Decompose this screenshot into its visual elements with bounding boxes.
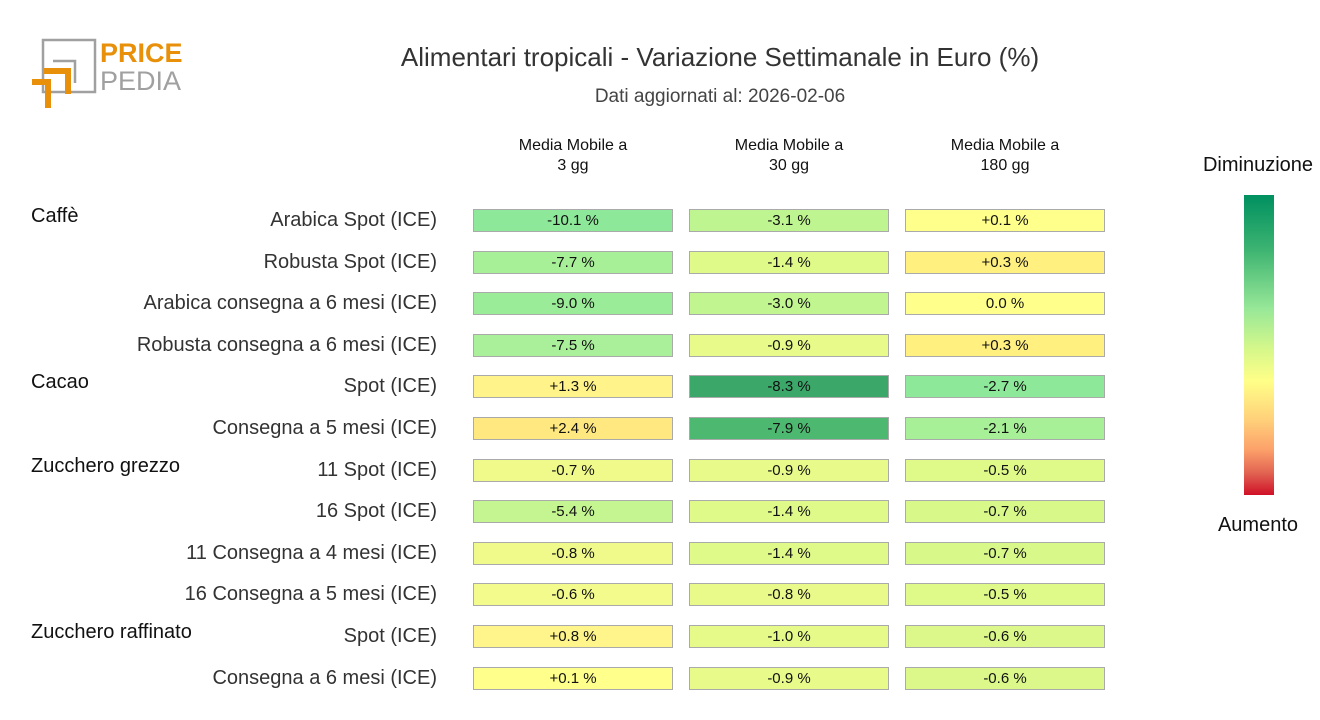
- heatmap-cell: -0.9 %: [689, 666, 889, 690]
- group-label: Cacao: [31, 371, 89, 394]
- heatmap-cell: -3.0 %: [689, 292, 889, 316]
- column-header: Media Mobile a 180 gg: [950, 137, 1060, 174]
- group-label: Zucchero raffinato: [31, 621, 192, 643]
- heatmap-cell: -0.5 %: [905, 458, 1105, 482]
- heatmap-cell: -1.4 %: [689, 541, 889, 565]
- row-label: 16 Consegna a 5 mesi (ICE): [184, 583, 437, 606]
- row-label: Spot (ICE): [343, 625, 437, 647]
- heatmap-cell: -0.6 %: [905, 666, 1105, 690]
- column-header: Media Mobile a 3 gg: [518, 137, 628, 174]
- column-header: Media Mobile a 30 gg: [734, 137, 844, 174]
- heatmap-cell: -9.0 %: [473, 292, 673, 316]
- heatmap-cell: -0.7 %: [905, 500, 1105, 524]
- heatmap-cell: -0.6 %: [905, 625, 1105, 648]
- legend-bottom-label: Aumento: [1217, 514, 1299, 536]
- heatmap-cell: 0.0 %: [905, 292, 1105, 316]
- group-label: Caffè: [31, 205, 79, 227]
- chart-subtitle: Dati aggiornati al: 2026-02-06: [594, 86, 846, 107]
- row-label: Consegna a 6 mesi (ICE): [212, 666, 437, 689]
- row-label: Arabica Spot (ICE): [270, 209, 437, 231]
- heatmap-cell: +0.3 %: [905, 333, 1105, 357]
- heatmap-cell: -7.7 %: [473, 250, 673, 274]
- heatmap-cell: -1.4 %: [689, 500, 889, 524]
- row-label: Consegna a 5 mesi (ICE): [212, 417, 437, 439]
- heatmap-cell: -0.9 %: [689, 458, 889, 482]
- logo-text-price: PRICE: [100, 38, 183, 68]
- heatmap-cell: -0.8 %: [473, 541, 673, 565]
- row-label: 16 Spot (ICE): [315, 500, 437, 523]
- heatmap-cell: +0.8 %: [473, 625, 673, 648]
- heatmap-cell: -7.9 %: [689, 417, 889, 440]
- heatmap-cell: -0.6 %: [473, 583, 673, 607]
- row-label: Spot (ICE): [343, 375, 437, 398]
- heatmap-cell: -0.7 %: [905, 541, 1105, 565]
- heatmap-cell: -1.4 %: [689, 250, 889, 274]
- row-label: 11 Consegna a 4 mesi (ICE): [186, 541, 437, 564]
- heatmap-cell: -2.7 %: [905, 375, 1105, 399]
- heatmap-cell: -0.9 %: [689, 333, 889, 357]
- logo-mark: [32, 38, 97, 108]
- heatmap-cell: +0.1 %: [905, 209, 1105, 232]
- group-label: Zucchero grezzo: [31, 454, 180, 477]
- row-label: Robusta consegna a 6 mesi (ICE): [136, 333, 437, 356]
- heatmap-cell: -5.4 %: [473, 500, 673, 524]
- heatmap-cell: -7.5 %: [473, 333, 673, 357]
- heatmap-cell: -3.1 %: [689, 209, 889, 232]
- heatmap-cell: -8.3 %: [689, 375, 889, 399]
- heatmap-cell: -0.7 %: [473, 458, 673, 482]
- heatmap-cell: -2.1 %: [905, 417, 1105, 440]
- row-label: Robusta Spot (ICE): [263, 250, 437, 273]
- row-label: Arabica consegna a 6 mesi (ICE): [143, 292, 437, 315]
- heatmap-cell: -1.0 %: [689, 625, 889, 648]
- heatmap-cell: -10.1 %: [473, 209, 673, 232]
- legend-top-label: Diminuzione: [1202, 154, 1314, 176]
- heatmap-cell: +0.3 %: [905, 250, 1105, 274]
- pricepedia-logo: PRICE PEDIA: [30, 38, 190, 110]
- legend-color-scale: [1244, 195, 1274, 495]
- heatmap-cell: +0.1 %: [473, 666, 673, 690]
- heatmap-cell: +2.4 %: [473, 417, 673, 440]
- heatmap-cell: -0.8 %: [689, 583, 889, 607]
- heatmap-cell: +1.3 %: [473, 375, 673, 399]
- heatmap-cell: -0.5 %: [905, 583, 1105, 607]
- chart-title: Alimentari tropicali - Variazione Settim…: [400, 42, 1040, 72]
- row-label: 11 Spot (ICE): [317, 458, 437, 481]
- logo-text-pedia: PEDIA: [100, 66, 182, 96]
